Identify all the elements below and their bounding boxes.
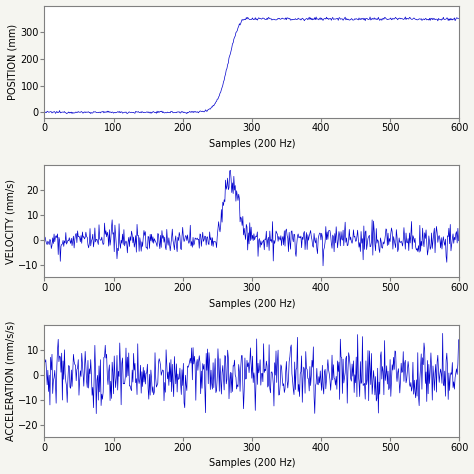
Y-axis label: ACCELERATION (mm/s/s): ACCELERATION (mm/s/s)	[6, 321, 16, 441]
X-axis label: Samples (200 Hz): Samples (200 Hz)	[209, 458, 295, 468]
X-axis label: Samples (200 Hz): Samples (200 Hz)	[209, 299, 295, 309]
X-axis label: Samples (200 Hz): Samples (200 Hz)	[209, 139, 295, 149]
Y-axis label: POSITION (mm): POSITION (mm)	[8, 24, 18, 100]
Y-axis label: VELOCITY (mm/s): VELOCITY (mm/s)	[6, 179, 16, 264]
